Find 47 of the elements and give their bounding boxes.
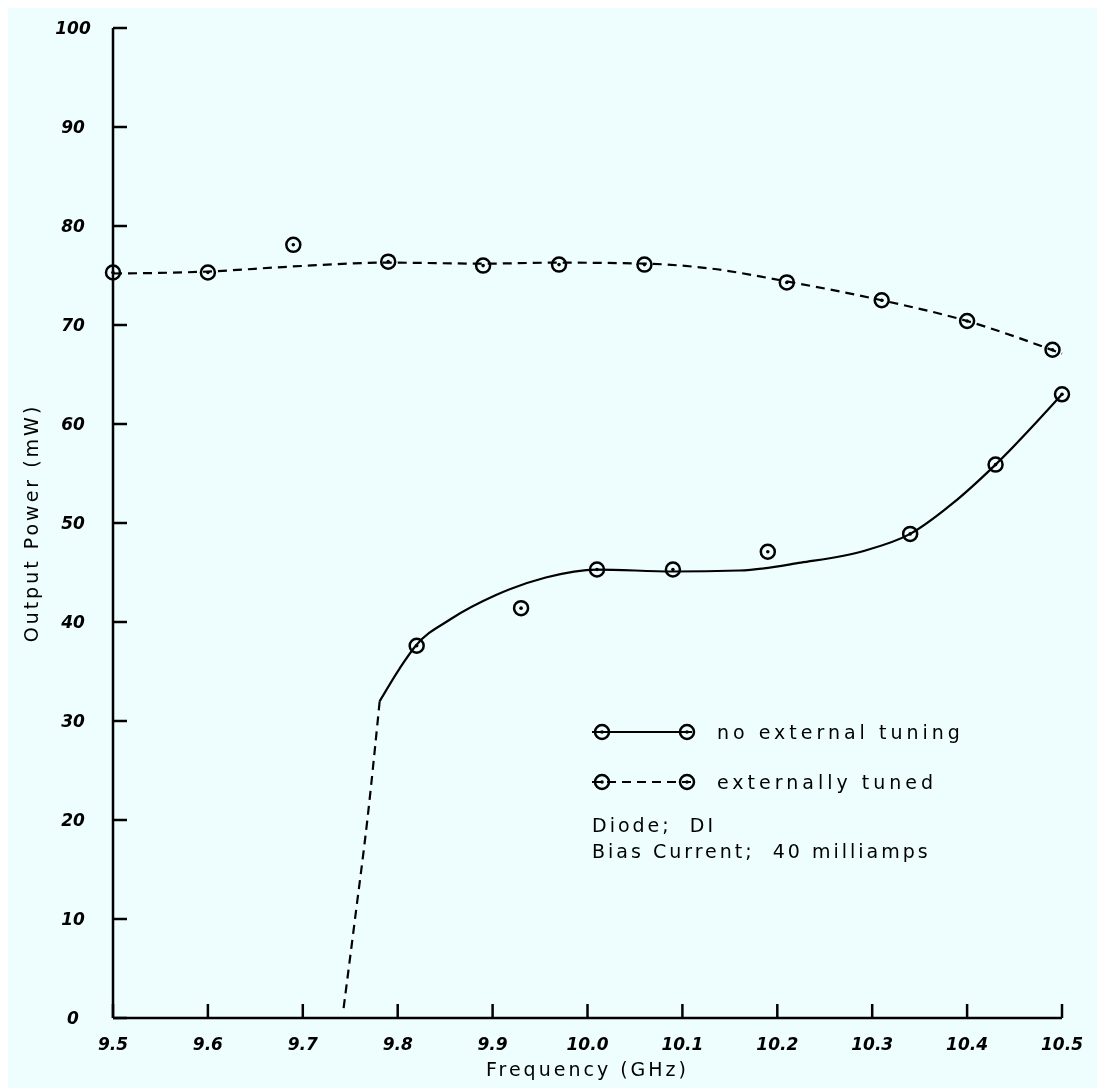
x-tick-label: 9.9 [477,1034,508,1054]
point [778,274,796,291]
x-tick-label: 10.4 [946,1034,989,1054]
legend-label: no external tuning [717,721,964,743]
y-tick-label: 10 [61,909,85,929]
x-tick-label: 10.1 [661,1034,704,1054]
point [759,543,777,560]
y-tick-label: 90 [61,117,85,137]
point [1044,341,1061,358]
x-tick-label: 10.3 [851,1034,894,1054]
x-tick-label: 10.0 [566,1034,609,1054]
y-tick-label: 30 [61,711,85,731]
point [512,599,530,617]
y-tick-label: 70 [61,315,85,335]
point [958,312,976,330]
y-tick-label: 20 [61,810,85,830]
point [285,236,302,254]
x-tick-label: 9.7 [287,1034,319,1054]
x-tick-label: 10.2 [756,1034,799,1054]
annotation: Bias Current; 40 milliamps [592,840,931,862]
y-tick-label: 80 [61,216,85,236]
point [901,525,919,543]
point [987,456,1004,473]
point [873,292,890,309]
x-tick-label: 9.8 [382,1034,413,1054]
legend-label: externally tuned [717,771,938,793]
point [408,637,425,655]
point [550,256,568,273]
y-tick-label: 0 [67,1008,80,1028]
x-tick-label: 9.6 [192,1034,224,1054]
y-tick-label: 40 [60,612,85,632]
point [379,253,397,270]
y-tick-label: 100 [55,18,91,38]
x-tick-label: 9.5 [97,1034,129,1054]
y-tick-label: 50 [61,513,85,533]
point [104,264,122,281]
x-tick-label: 10.5 [1041,1034,1083,1054]
x-axis-title: Frequency (GHz) [485,1058,690,1080]
y-tick-label: 60 [61,414,85,434]
point [636,256,653,273]
point [1053,386,1071,403]
point [199,264,217,281]
point [588,561,606,578]
point [474,257,492,274]
point [664,561,682,578]
y-axis-title: Output Power (mW) [20,403,42,643]
annotation: Diode; DI [592,814,716,836]
